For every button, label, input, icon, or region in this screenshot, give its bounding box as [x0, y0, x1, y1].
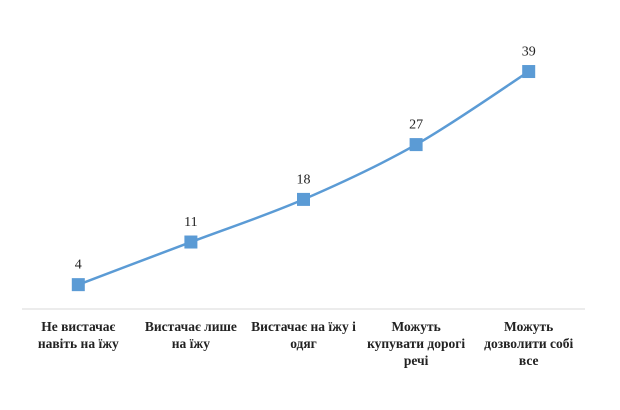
x-tick-label: Можуть дозволити собі все — [484, 319, 574, 368]
marker — [71, 278, 85, 292]
data-label: 4 — [75, 258, 82, 273]
x-tick-label: Можуть купувати дорогі речі — [367, 319, 466, 368]
x-tick-label: Вистачає на їжу і одяг — [251, 319, 356, 351]
data-label: 11 — [184, 215, 197, 230]
x-tick-label: Не вистачає навіть на їжу — [37, 319, 119, 351]
marker — [297, 192, 310, 206]
data-label: 18 — [297, 172, 311, 187]
x-tick-label: Вистачає лише на їжу — [144, 319, 237, 351]
data-label: 27 — [409, 118, 423, 133]
marker — [522, 65, 536, 79]
data-label: 39 — [522, 45, 536, 60]
marker — [184, 235, 198, 249]
marker — [409, 138, 423, 152]
